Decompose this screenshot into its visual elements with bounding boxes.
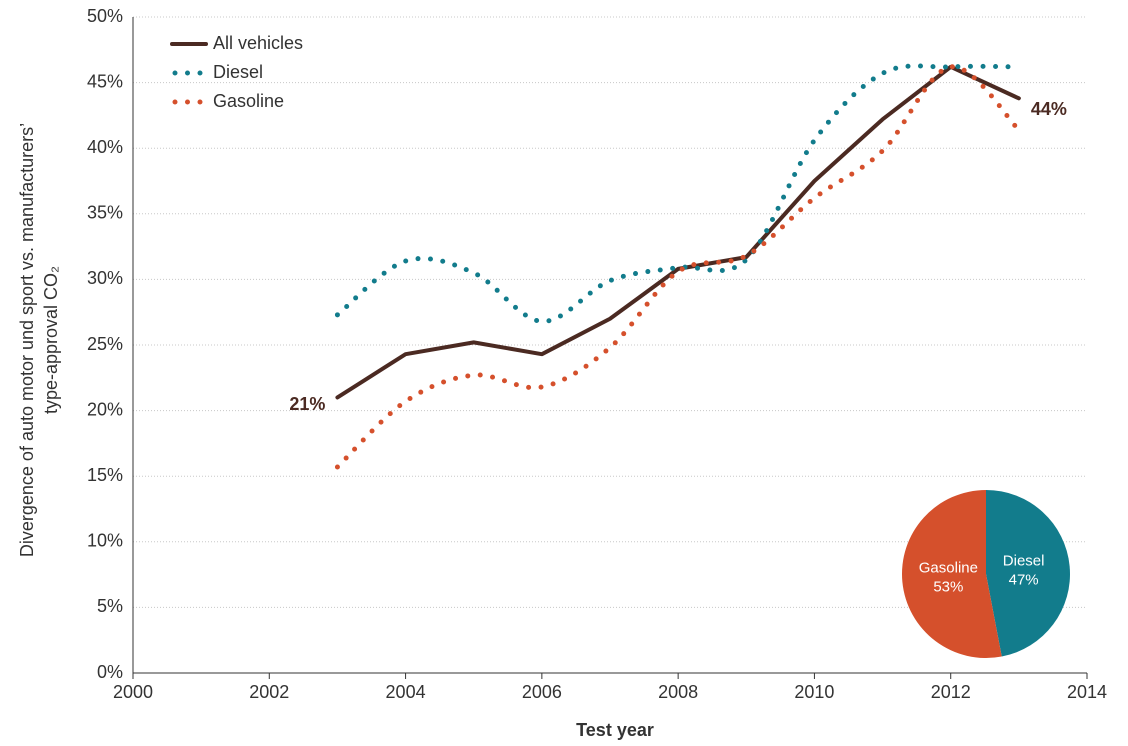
x-tick-label: 2008: [658, 682, 698, 702]
series-line: [334, 64, 1022, 470]
x-tick-label: 2014: [1067, 682, 1107, 702]
pie-value-label: 53%: [933, 579, 963, 596]
y-tick-label: 0%: [97, 662, 123, 682]
x-axis-title: Test year: [576, 720, 654, 740]
y-axis-title: type-approval CO₂: [41, 266, 61, 414]
pie-label: Diesel: [1003, 552, 1045, 569]
data-label: 44%: [1031, 99, 1067, 119]
pie-label: Gasoline: [919, 560, 978, 577]
y-tick-label: 45%: [87, 71, 123, 91]
y-tick-label: 20%: [87, 399, 123, 419]
y-tick-label: 10%: [87, 531, 123, 551]
legend-label: Gasoline: [213, 91, 284, 111]
pie-slice: [986, 490, 1070, 657]
y-tick-label: 25%: [87, 334, 123, 354]
pie-slice: [902, 490, 1002, 658]
series-line: [334, 63, 1022, 324]
y-tick-label: 50%: [87, 6, 123, 26]
y-tick-label: 15%: [87, 465, 123, 485]
x-tick-label: 2012: [931, 682, 971, 702]
y-tick-label: 5%: [97, 596, 123, 616]
legend-label: All vehicles: [213, 33, 303, 53]
y-tick-label: 30%: [87, 268, 123, 288]
y-tick-label: 35%: [87, 203, 123, 223]
legend-label: Diesel: [213, 62, 263, 82]
y-tick-label: 40%: [87, 137, 123, 157]
x-tick-label: 2004: [386, 682, 426, 702]
x-tick-label: 2006: [522, 682, 562, 702]
x-tick-label: 2000: [113, 682, 153, 702]
x-tick-label: 2002: [249, 682, 289, 702]
data-label: 21%: [289, 394, 325, 414]
series-line: [335, 64, 1021, 400]
x-tick-label: 2010: [794, 682, 834, 702]
pie-value-label: 47%: [1009, 571, 1039, 588]
y-axis-title: Divergence of auto motor und sport vs. m…: [17, 123, 37, 557]
